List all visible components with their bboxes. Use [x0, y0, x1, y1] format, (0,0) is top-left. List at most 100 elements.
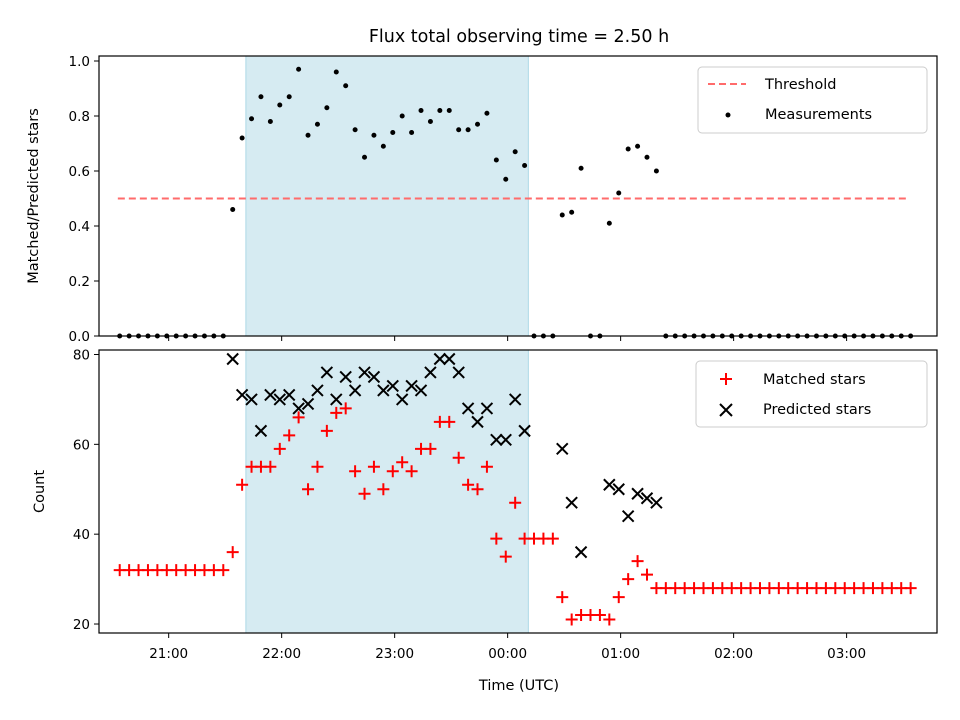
- top-panel: 0.0 0.2 0.4 0.6 0.8 1.0 Matched/Predicted sta…: [26, 54, 938, 345]
- matched-star-point: [443, 415, 456, 428]
- matched-star-point: [339, 402, 352, 415]
- matched-star-point: [593, 609, 606, 622]
- matched-stars-points: [113, 402, 917, 626]
- predicted-star-point: [621, 509, 635, 523]
- bottom-panel: 20 40 60 80 21:00 22:00 23:00 00:00 01:00 02:00 0…: [32, 347, 938, 694]
- matched-star-point: [499, 550, 512, 563]
- matched-star-point: [292, 411, 305, 424]
- predicted-star-point: [640, 492, 654, 505]
- matched-star-point: [490, 532, 503, 545]
- chart-title: Flux total observing time = 2.50 h: [369, 27, 669, 47]
- matched-star-point: [603, 613, 616, 626]
- matched-star-point: [349, 465, 362, 478]
- bottom-axes-frame: [98, 349, 938, 634]
- bottom-legend-box: [695, 360, 928, 428]
- measurement-point: [258, 94, 264, 100]
- shaded-region-top: [245, 55, 529, 337]
- x-tick-label: 22:00: [262, 646, 301, 662]
- top-x-ticks: [168, 336, 848, 341]
- predicted-star-point: [273, 393, 286, 406]
- matched-star-point: [396, 456, 409, 469]
- x-axis-label: Time (UTC): [478, 678, 559, 694]
- predicted-star-point: [556, 442, 569, 456]
- matched-star-point: [904, 582, 917, 595]
- measurement-point: [569, 209, 575, 215]
- measurement-point: [286, 94, 292, 100]
- matched-star-point: [386, 465, 399, 478]
- measurement-point: [493, 157, 499, 163]
- x-tick-label: 01:00: [601, 646, 640, 662]
- measurement-point: [333, 69, 339, 75]
- measurement-point: [475, 121, 481, 127]
- top-y-axis-label: Matched/Predicted stars: [26, 108, 42, 284]
- predicted-star-point: [282, 388, 296, 402]
- measurement-point: [437, 108, 443, 113]
- predicted-star-point: [235, 388, 249, 402]
- predicted-star-point: [631, 487, 644, 500]
- y-tick-label: 40: [73, 527, 90, 543]
- matched-star-point: [217, 564, 230, 577]
- measurement-point: [512, 149, 518, 155]
- predicted-star-point: [301, 397, 315, 411]
- measurement-point: [503, 176, 509, 182]
- matched-star-point: [358, 487, 371, 500]
- top-axes-frame: [98, 55, 938, 337]
- measurement-point: [446, 108, 452, 113]
- measurement-point: [418, 108, 424, 113]
- top-legend: Threshold Measurements: [697, 66, 928, 134]
- measurement-point: [399, 113, 405, 119]
- measurement-point: [277, 102, 283, 108]
- matched-star-point: [546, 532, 559, 545]
- matched-star-point: [640, 568, 653, 581]
- y-tick-label: 0.4: [69, 219, 90, 235]
- predicted-star-point: [330, 393, 343, 406]
- predicted-star-point: [339, 370, 352, 384]
- predicted-star-point: [395, 393, 409, 406]
- y-tick-label: 1.0: [69, 54, 90, 70]
- measurement-point: [305, 132, 311, 138]
- matched-star-point: [367, 460, 380, 473]
- matched-star-point: [236, 478, 249, 491]
- measurement-point: [606, 220, 612, 226]
- bottom-y-ticks: 20 40 60 80: [73, 347, 99, 633]
- top-y-ticks: 0.0 0.2 0.4 0.6 0.8 1.0: [69, 54, 99, 345]
- predicted-star-point: [226, 352, 239, 366]
- x-tick-label: 02:00: [714, 646, 753, 662]
- predicted-star-point: [508, 393, 522, 406]
- measurement-point: [484, 110, 490, 116]
- measurement-point: [362, 154, 368, 160]
- predicted-star-point: [471, 415, 484, 429]
- measurement-point: [522, 163, 528, 168]
- predicted-star-point: [650, 496, 663, 509]
- measurement-point: [644, 154, 650, 160]
- measurement-point: [314, 121, 320, 127]
- predicted-star-point: [405, 379, 418, 393]
- matched-star-point: [330, 406, 343, 419]
- threshold-legend-label: Threshold: [764, 77, 836, 93]
- measurement-point: [578, 165, 584, 171]
- measurement-point: [230, 207, 236, 212]
- matched-star-point: [612, 591, 625, 604]
- measurement-point: [352, 127, 358, 133]
- matched-star-point: [480, 460, 493, 473]
- bottom-x-ticks: 21:00 22:00 23:00 00:00 01:00 02:00 03:00: [149, 633, 866, 662]
- predicted-star-point: [320, 366, 334, 379]
- y-tick-label: 0.0: [69, 329, 90, 345]
- measurements-legend-swatch: [725, 112, 731, 118]
- measurement-point: [324, 105, 330, 111]
- predicted-star-point: [518, 424, 531, 438]
- predicted-star-point: [480, 402, 494, 415]
- matched-star-point: [452, 451, 465, 464]
- measurement-point: [249, 116, 255, 122]
- matched-star-point: [622, 573, 635, 586]
- measurement-point: [653, 168, 659, 174]
- measurement-point: [371, 132, 377, 138]
- predicted-stars-points: [226, 352, 663, 559]
- x-tick-label: 03:00: [827, 646, 866, 662]
- y-tick-label: 80: [73, 347, 90, 363]
- predicted-star-point: [499, 433, 512, 447]
- predicted-star-point: [245, 393, 258, 406]
- measurement-point: [456, 127, 462, 133]
- matched-star-point: [377, 483, 390, 496]
- matched-star-point: [509, 496, 522, 509]
